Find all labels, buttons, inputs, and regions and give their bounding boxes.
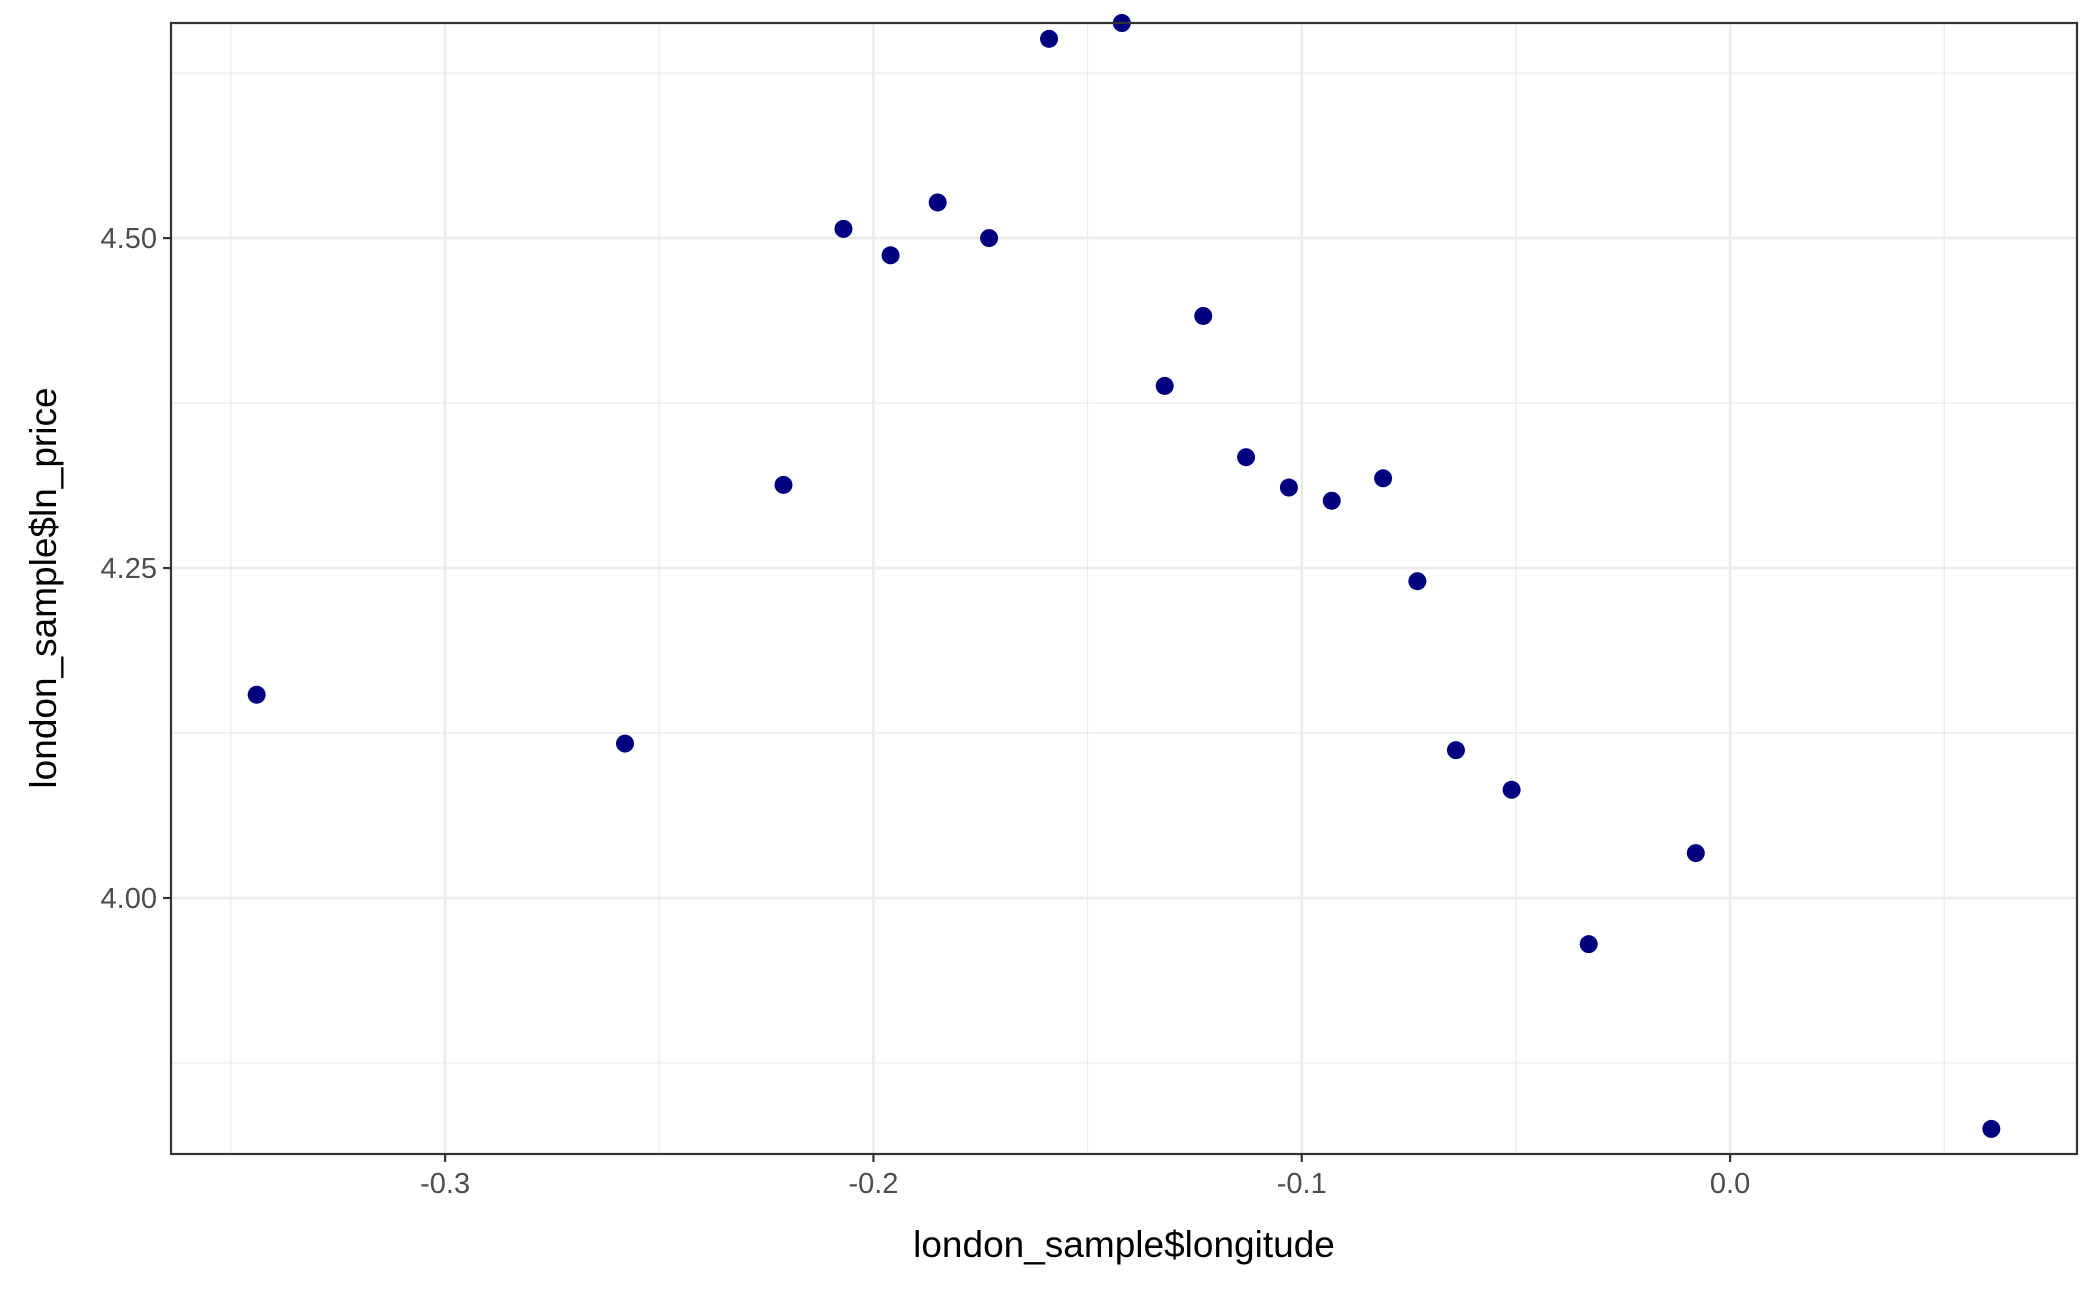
data-point — [1322, 491, 1341, 510]
data-point — [247, 685, 266, 704]
data-point — [1408, 572, 1427, 591]
plot-background — [171, 23, 2077, 1154]
data-point — [881, 246, 900, 265]
y-axis-ticks: 4.00 4.25 4.50 — [101, 223, 171, 915]
x-tick-label: -0.2 — [848, 1168, 898, 1200]
data-point — [834, 219, 853, 238]
major-gridlines — [171, 23, 2077, 1154]
minor-gridlines — [171, 23, 2077, 1154]
x-tick-label: -0.3 — [420, 1168, 470, 1200]
y-tick-label: 4.50 — [101, 223, 157, 255]
y-axis-title: london_sample$ln_price — [23, 387, 64, 788]
x-axis-title: london_sample$longitude — [913, 1224, 1335, 1265]
data-point — [1237, 448, 1256, 467]
data-point — [1446, 741, 1465, 760]
data-point — [1279, 478, 1298, 497]
y-tick-label: 4.25 — [101, 553, 157, 585]
data-point — [1194, 306, 1213, 325]
y-tick-label: 4.00 — [101, 883, 157, 915]
plot-border — [169, 21, 2079, 1156]
data-point — [1686, 844, 1705, 863]
x-axis-ticks: -0.3 -0.2 -0.1 0.0 — [420, 1154, 1750, 1200]
data-point — [980, 229, 999, 248]
data-point — [616, 734, 635, 753]
data-points — [247, 14, 2001, 1138]
data-point — [1502, 780, 1521, 799]
data-point — [1579, 935, 1598, 954]
data-point — [1982, 1119, 2001, 1138]
data-point — [1040, 29, 1059, 48]
data-point — [774, 475, 793, 494]
data-point — [1155, 376, 1174, 395]
data-point — [928, 193, 947, 212]
data-point — [1374, 469, 1393, 488]
x-tick-label: -0.1 — [1277, 1168, 1327, 1200]
x-tick-label: 0.0 — [1710, 1168, 1750, 1200]
